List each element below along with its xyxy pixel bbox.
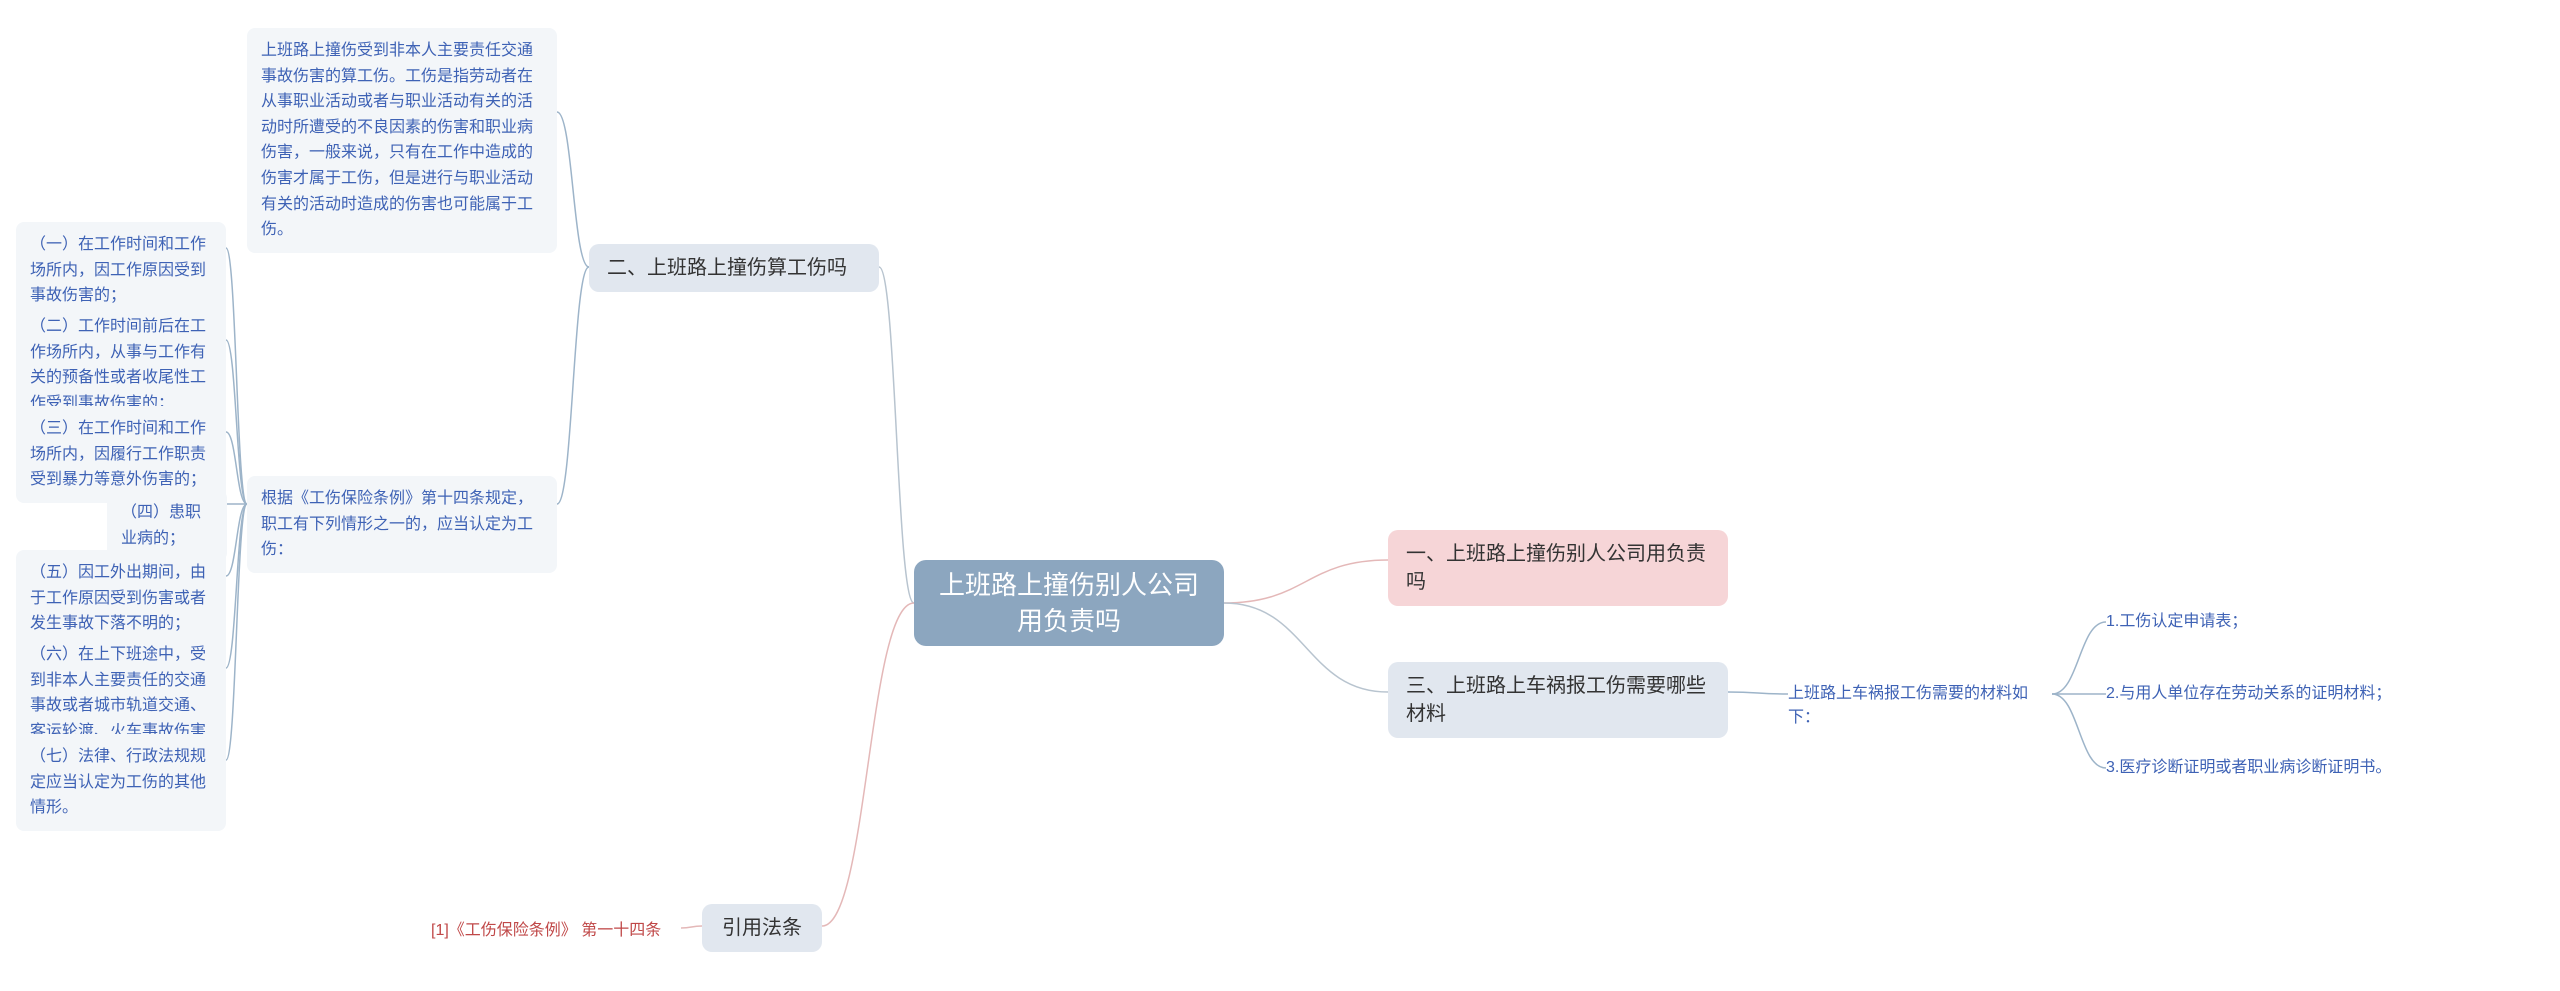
root-node[interactable]: 上班路上撞伤别人公司用负责吗 (914, 560, 1224, 646)
note-3a: 上班路上车祸报工伤需要的材料如下： (1788, 682, 2052, 730)
leaf-3: （三）在工作时间和工作场所内，因履行工作职责受到暴力等意外伤害的； (16, 406, 226, 503)
leaf-7: （七）法律、行政法规规定应当认定为工伤的其他情形。 (16, 734, 226, 831)
branch-4[interactable]: 引用法条 (702, 904, 822, 952)
mindmap-canvas: 上班路上撞伤别人公司用负责吗 一、上班路上撞伤别人公司用负责吗 二、上班路上撞伤… (0, 0, 2560, 991)
branch-1[interactable]: 一、上班路上撞伤别人公司用负责吗 (1388, 530, 1728, 606)
material-2: 2.与用人单位存在劳动关系的证明材料； (2106, 682, 2406, 706)
note-2b: 根据《工伤保险条例》第十四条规定，职工有下列情形之一的，应当认定为工伤： (247, 476, 557, 573)
material-1: 1.工伤认定申请表； (2106, 610, 2306, 634)
material-3: 3.医疗诊断证明或者职业病诊断证明书。 (2106, 756, 2406, 780)
branch-3[interactable]: 三、上班路上车祸报工伤需要哪些材料 (1388, 662, 1728, 738)
branch-2[interactable]: 二、上班路上撞伤算工伤吗 (589, 244, 879, 292)
reference-1: [1]《工伤保险条例》 第一十四条 (431, 916, 681, 940)
note-2a: 上班路上撞伤受到非本人主要责任交通事故伤害的算工伤。工伤是指劳动者在从事职业活动… (247, 28, 557, 253)
